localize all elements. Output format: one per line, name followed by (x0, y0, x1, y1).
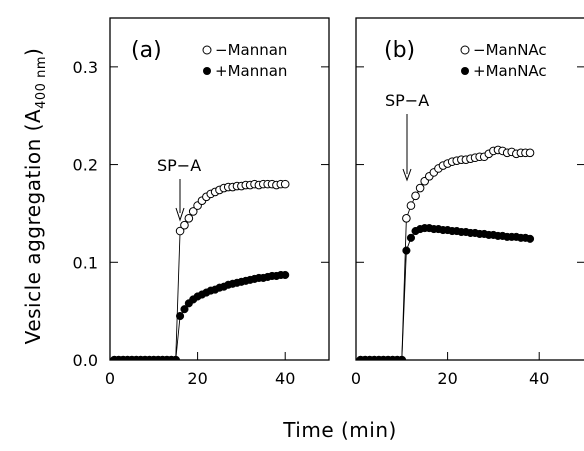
legend-a-filled-marker (203, 67, 211, 75)
open-point-b (525, 148, 535, 158)
legend-a-open-label: −Mannan (215, 41, 287, 59)
legend-b-filled-marker (461, 67, 469, 75)
open-point-b (406, 201, 416, 210)
series-line-a-0 (114, 183, 286, 360)
filled-point-b (525, 234, 535, 243)
x-tick-label-b: 0 (351, 369, 361, 388)
y-axis-title-subscript: 400 nm (34, 56, 49, 109)
open-point-b (415, 183, 425, 193)
open-point-b (411, 191, 420, 201)
annotation-a-sp-a: SP−A (157, 156, 201, 175)
legend-b-filled-label: +ManNAc (473, 62, 547, 80)
open-point-a (175, 226, 185, 236)
panel-a-frame (109, 17, 330, 361)
panel-a-marks (110, 179, 290, 360)
x-tick-label-a: 0 (105, 369, 115, 388)
filled-point-a (180, 305, 189, 314)
y-axis-title: Vesicle aggregation (A400 nm) (21, 48, 49, 345)
filled-point-a (281, 270, 290, 280)
panel-b-ticks: 0 20 40 (351, 66, 584, 388)
open-point-b (402, 214, 411, 223)
series-line-b-0 (360, 149, 531, 360)
y-tick-label-a: 0.2 (73, 156, 98, 175)
panel-a-label: (a) (131, 38, 162, 63)
panel-a: 0 20 40 0.0 0.1 0.2 0.3 (a) −Mannan +Mannan SP… (73, 17, 330, 388)
panel-b: 0 20 40 (b) −ManNAc +ManNAc SP−A (351, 17, 584, 388)
x-tick-label-a: 20 (187, 369, 207, 388)
y-tick-label-a: 0.1 (73, 253, 98, 272)
legend-a-open-marker (202, 45, 212, 55)
filled-point-b (406, 233, 416, 242)
panel-b-marks (356, 145, 535, 360)
panel-a-ticks: 0 20 40 0.0 0.1 0.2 0.3 (73, 58, 329, 388)
open-point-a (188, 207, 198, 216)
filled-point-a (176, 311, 185, 321)
open-point-a (180, 220, 189, 230)
filled-point-b (397, 355, 406, 360)
series-line-a-1 (114, 274, 286, 360)
panel-b-label: (b) (384, 38, 415, 63)
x-tick-label-b: 20 (437, 369, 457, 388)
filled-point-b (402, 246, 411, 255)
annotation-b-arrow-head (402, 168, 412, 182)
series-line-b-1 (360, 227, 531, 360)
x-tick-label-a: 40 (275, 369, 295, 388)
panel-b-frame (355, 17, 584, 361)
legend-b-open-marker (460, 45, 470, 55)
x-tick-label-b: 40 (529, 369, 549, 388)
y-tick-label-a: 0.0 (73, 351, 98, 370)
annotation-a-arrow-head (175, 207, 185, 222)
open-point-a (280, 179, 290, 189)
x-axis-title: Time (min) (282, 418, 397, 442)
annotation-b-sp-a: SP−A (385, 91, 429, 110)
legend-b-open-label: −ManNAc (473, 41, 547, 59)
y-tick-label-a: 0.3 (73, 58, 98, 77)
legend-a-filled-label: +Mannan (215, 62, 287, 80)
open-point-a (184, 214, 194, 223)
filled-point-a (171, 355, 180, 360)
